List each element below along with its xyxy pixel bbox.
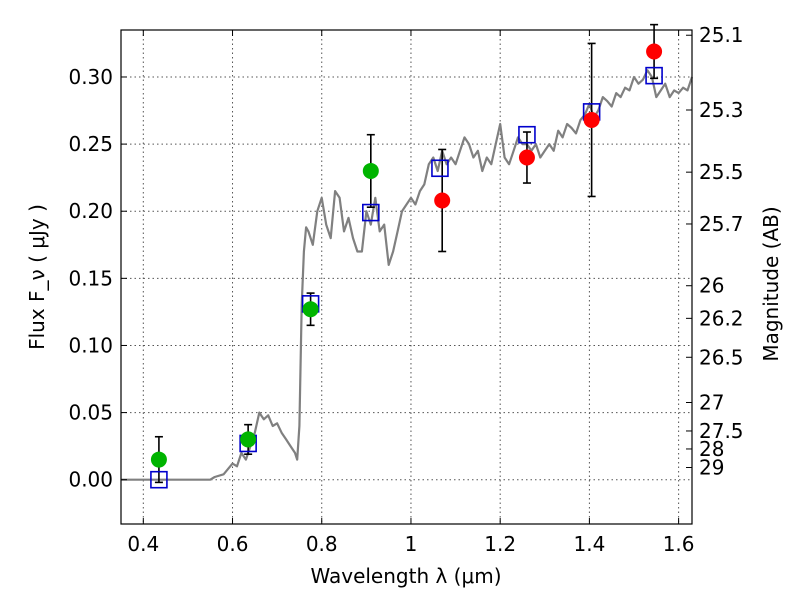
model-photometry-square [645, 66, 663, 85]
x-tick-label: 1.4 [573, 532, 605, 556]
model-line [121, 69, 694, 481]
green-data-point [240, 431, 257, 448]
mag-tick-label: 26.5 [699, 345, 744, 369]
mag-tick-label: 29 [699, 455, 724, 479]
model-photometry-square [431, 159, 449, 178]
mag-tick-label: 25.1 [699, 23, 744, 47]
red-data-point [518, 149, 535, 166]
mag-tick-label: 27 [699, 391, 724, 415]
y-tick-label: 0.15 [68, 266, 113, 290]
tick-labels: 0.4 0.6 0.8 1 1.2 1.4 1.6 0.00 0.05 0.10 0.15 0.20 0… [68, 23, 743, 556]
green-data-point [302, 301, 319, 318]
mag-tick-label: 25.7 [699, 212, 744, 236]
y-axis-label: Flux F_ν ( μJy ) [25, 204, 49, 350]
red-data-point [434, 192, 451, 209]
x-tick-label: 1.6 [663, 532, 695, 556]
green-data-point [150, 451, 167, 468]
y-tick-label: 0.30 [68, 65, 113, 89]
y-tick-label: 0.00 [68, 468, 113, 492]
y-tick-label: 0.10 [68, 333, 113, 357]
red-data-point [646, 43, 663, 60]
model-photometry-square [150, 470, 168, 489]
green-data-point [362, 162, 379, 179]
model-photometry-square [362, 203, 380, 222]
model-photometry-square [518, 125, 536, 144]
data-markers [150, 43, 663, 489]
plot-frame [120, 29, 693, 525]
x-tick-label: 0.4 [127, 532, 159, 556]
mag-tick-label: 27.5 [699, 419, 744, 443]
x-tick-label: 1 [405, 532, 418, 556]
x-tick-label: 1.2 [484, 532, 516, 556]
x-tick-label: 0.8 [306, 532, 338, 556]
y-tick-label: 0.05 [68, 401, 113, 425]
y2-axis-label: Magnitude (AB) [759, 206, 783, 361]
grid-lines [121, 30, 692, 524]
mag-tick-label: 26 [699, 274, 724, 298]
x-axis-label: Wavelength λ (μm) [310, 564, 501, 588]
axis-ticks [121, 30, 692, 524]
mag-tick-label: 25.5 [699, 160, 744, 184]
y-tick-label: 0.25 [68, 132, 113, 156]
mag-tick-label: 25.3 [699, 98, 744, 122]
mag-tick-label: 28 [699, 437, 724, 461]
y-tick-label: 0.20 [68, 199, 113, 223]
mag-tick-label: 26.2 [699, 306, 744, 330]
error-bars [154, 23, 659, 484]
red-data-point [583, 111, 600, 128]
model-spectrum [121, 69, 694, 481]
x-tick-label: 0.6 [217, 532, 249, 556]
